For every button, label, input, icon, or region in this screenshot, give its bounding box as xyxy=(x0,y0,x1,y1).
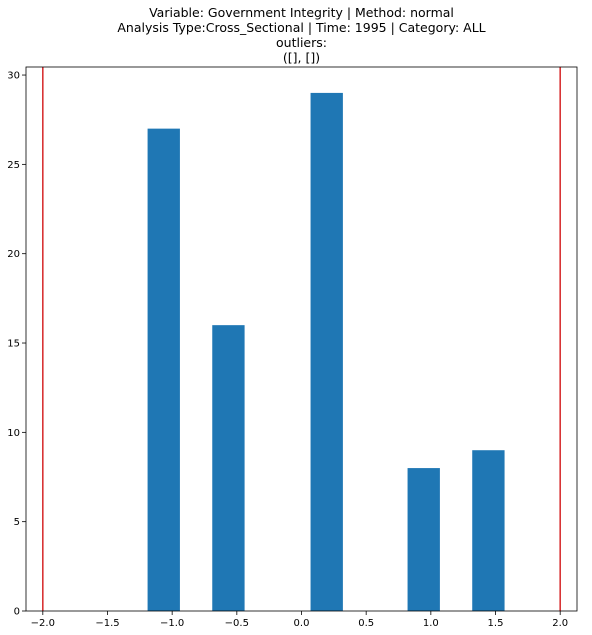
y-tick-label: 5 xyxy=(14,517,20,528)
y-axis-ticks: 0 5 10 15 20 25 30 xyxy=(7,71,26,618)
x-tick-label: 1.0 xyxy=(423,618,439,629)
x-tick-label: −0.5 xyxy=(225,618,249,629)
x-tick-label: 0.5 xyxy=(358,618,374,629)
threshold-lines xyxy=(42,67,561,611)
bar-4 xyxy=(407,468,440,611)
x-tick-label: 1.5 xyxy=(488,618,504,629)
y-tick-label: 0 xyxy=(14,607,20,618)
bar-2 xyxy=(212,325,245,611)
x-tick-label: −1.5 xyxy=(95,618,119,629)
y-tick-label: 10 xyxy=(7,428,20,439)
x-tick-label: 2.0 xyxy=(552,618,568,629)
bar-1 xyxy=(147,128,180,611)
title-line-3: outliers: xyxy=(276,35,327,50)
x-axis-ticks: −2.0 −1.5 −1.0 −0.5 0.0 0.5 1.0 1.5 2.0 xyxy=(31,611,568,629)
x-tick-label: 0.0 xyxy=(294,618,310,629)
title-line-4: ([], []) xyxy=(283,50,320,65)
chart-title: Variable: Government Integrity | Method:… xyxy=(117,5,485,65)
bar-5 xyxy=(472,450,505,611)
y-tick-label: 25 xyxy=(7,160,20,171)
y-tick-label: 15 xyxy=(7,339,20,350)
title-line-2: Analysis Type:Cross_Sectional | Time: 19… xyxy=(117,20,485,35)
y-tick-label: 20 xyxy=(7,249,20,260)
bar-3 xyxy=(310,92,343,611)
x-tick-label: −1.0 xyxy=(160,618,184,629)
x-tick-label: −2.0 xyxy=(31,618,55,629)
y-tick-label: 30 xyxy=(7,71,20,82)
title-line-1: Variable: Government Integrity | Method:… xyxy=(149,5,454,20)
bars xyxy=(147,92,505,611)
